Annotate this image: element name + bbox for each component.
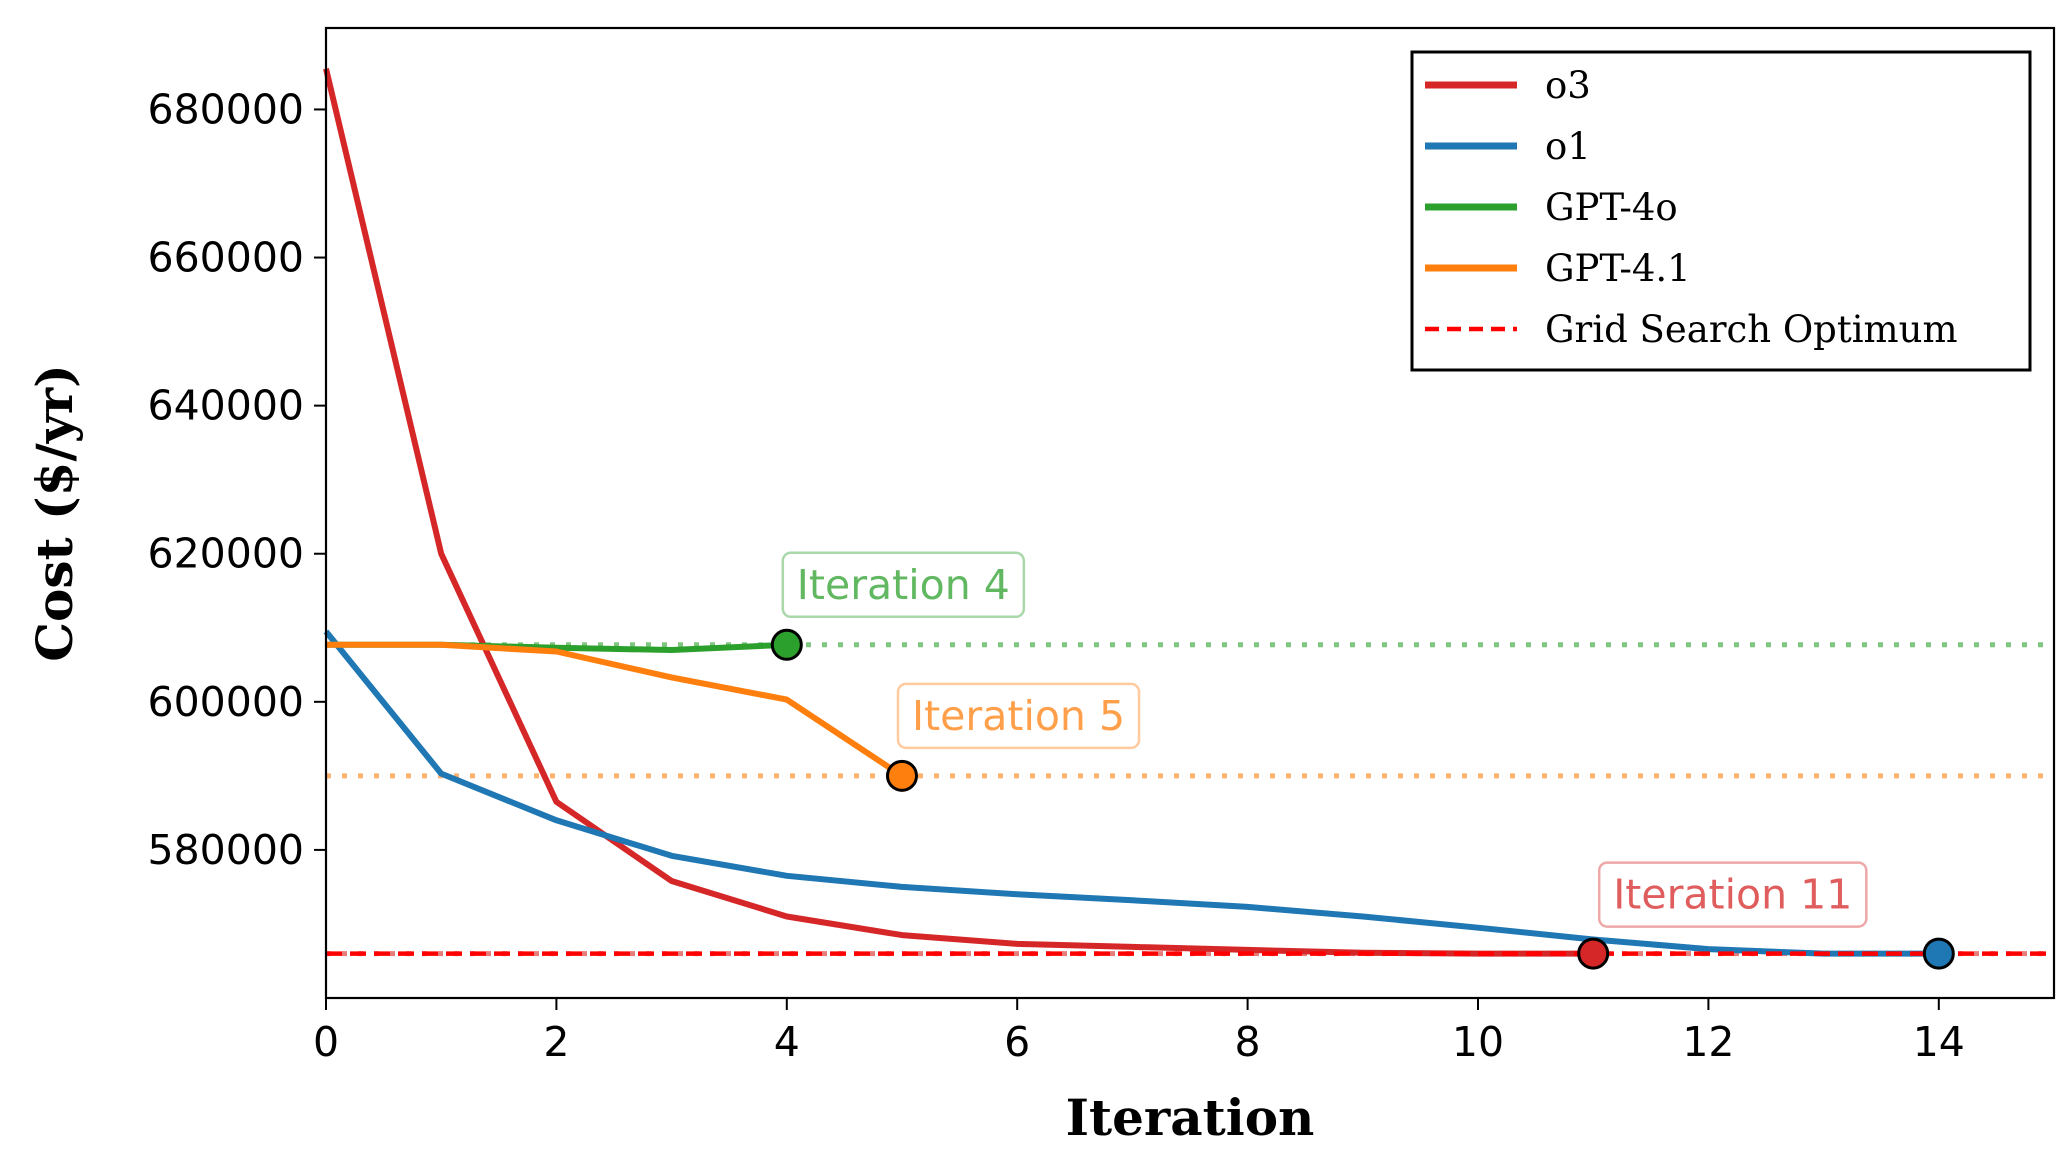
y-tick-label: 640000 [147,382,304,430]
series-line-o1 [323,629,1939,957]
legend-item: o1 [1425,125,1591,168]
legend-label: o1 [1545,125,1591,168]
annotation-gpt-4o: Iteration 4 [781,551,1026,619]
annotation-label: Iteration 11 [1613,871,1852,919]
y-tick-label: 680000 [147,85,304,133]
y-axis-title: Cost ($/yr) [25,364,84,662]
annotation-label: Iteration 4 [797,561,1010,609]
x-tick-label: 14 [1913,1018,1965,1066]
x-tick-label: 4 [774,1018,800,1066]
y-tick-label: 580000 [147,826,304,874]
legend: o3 o1 GPT-4o GPT-4.1 Grid Search Optimum [1410,50,2032,372]
y-tick-label: 660000 [147,234,304,282]
legend-label: Grid Search Optimum [1545,308,1958,351]
x-tick-label: 10 [1452,1018,1504,1066]
legend-frame [1410,50,2032,372]
annotation-label: Iteration 5 [912,692,1125,740]
annotation-gpt-4-1: Iteration 5 [896,682,1141,750]
series-line-gpt-4-1 [326,641,904,779]
legend-item: Grid Search Optimum [1425,308,1958,351]
x-tick-label: 6 [1004,1018,1030,1066]
final-marker-gpt-4-1 [886,759,918,792]
annotation-box [896,682,1141,750]
x-tick-label: 2 [543,1018,569,1066]
y-tick-label: 620000 [147,530,304,578]
x-axis-title: Iteration [1066,1088,1315,1147]
legend-item: GPT-4.1 [1425,247,1691,290]
legend-label: o3 [1545,64,1591,107]
legend-label: GPT-4o [1545,186,1678,229]
legend-item: GPT-4o [1425,186,1678,229]
legend-label: GPT-4.1 [1545,247,1691,290]
final-marker-o3 [1577,937,1610,970]
annotation-box [781,551,1026,619]
final-marker-o1 [1922,937,1955,970]
x-tick-label: 0 [313,1018,339,1066]
x-tick-label: 8 [1235,1018,1261,1066]
annotation-o3: Iteration 11 [1597,861,1868,928]
legend-item: o3 [1425,64,1591,107]
annotation-box [1597,861,1868,928]
y-tick-label: 600000 [147,678,304,726]
final-marker-gpt-4o [770,628,803,661]
plot-frame [324,26,2056,1000]
x-tick-label: 12 [1682,1018,1734,1066]
